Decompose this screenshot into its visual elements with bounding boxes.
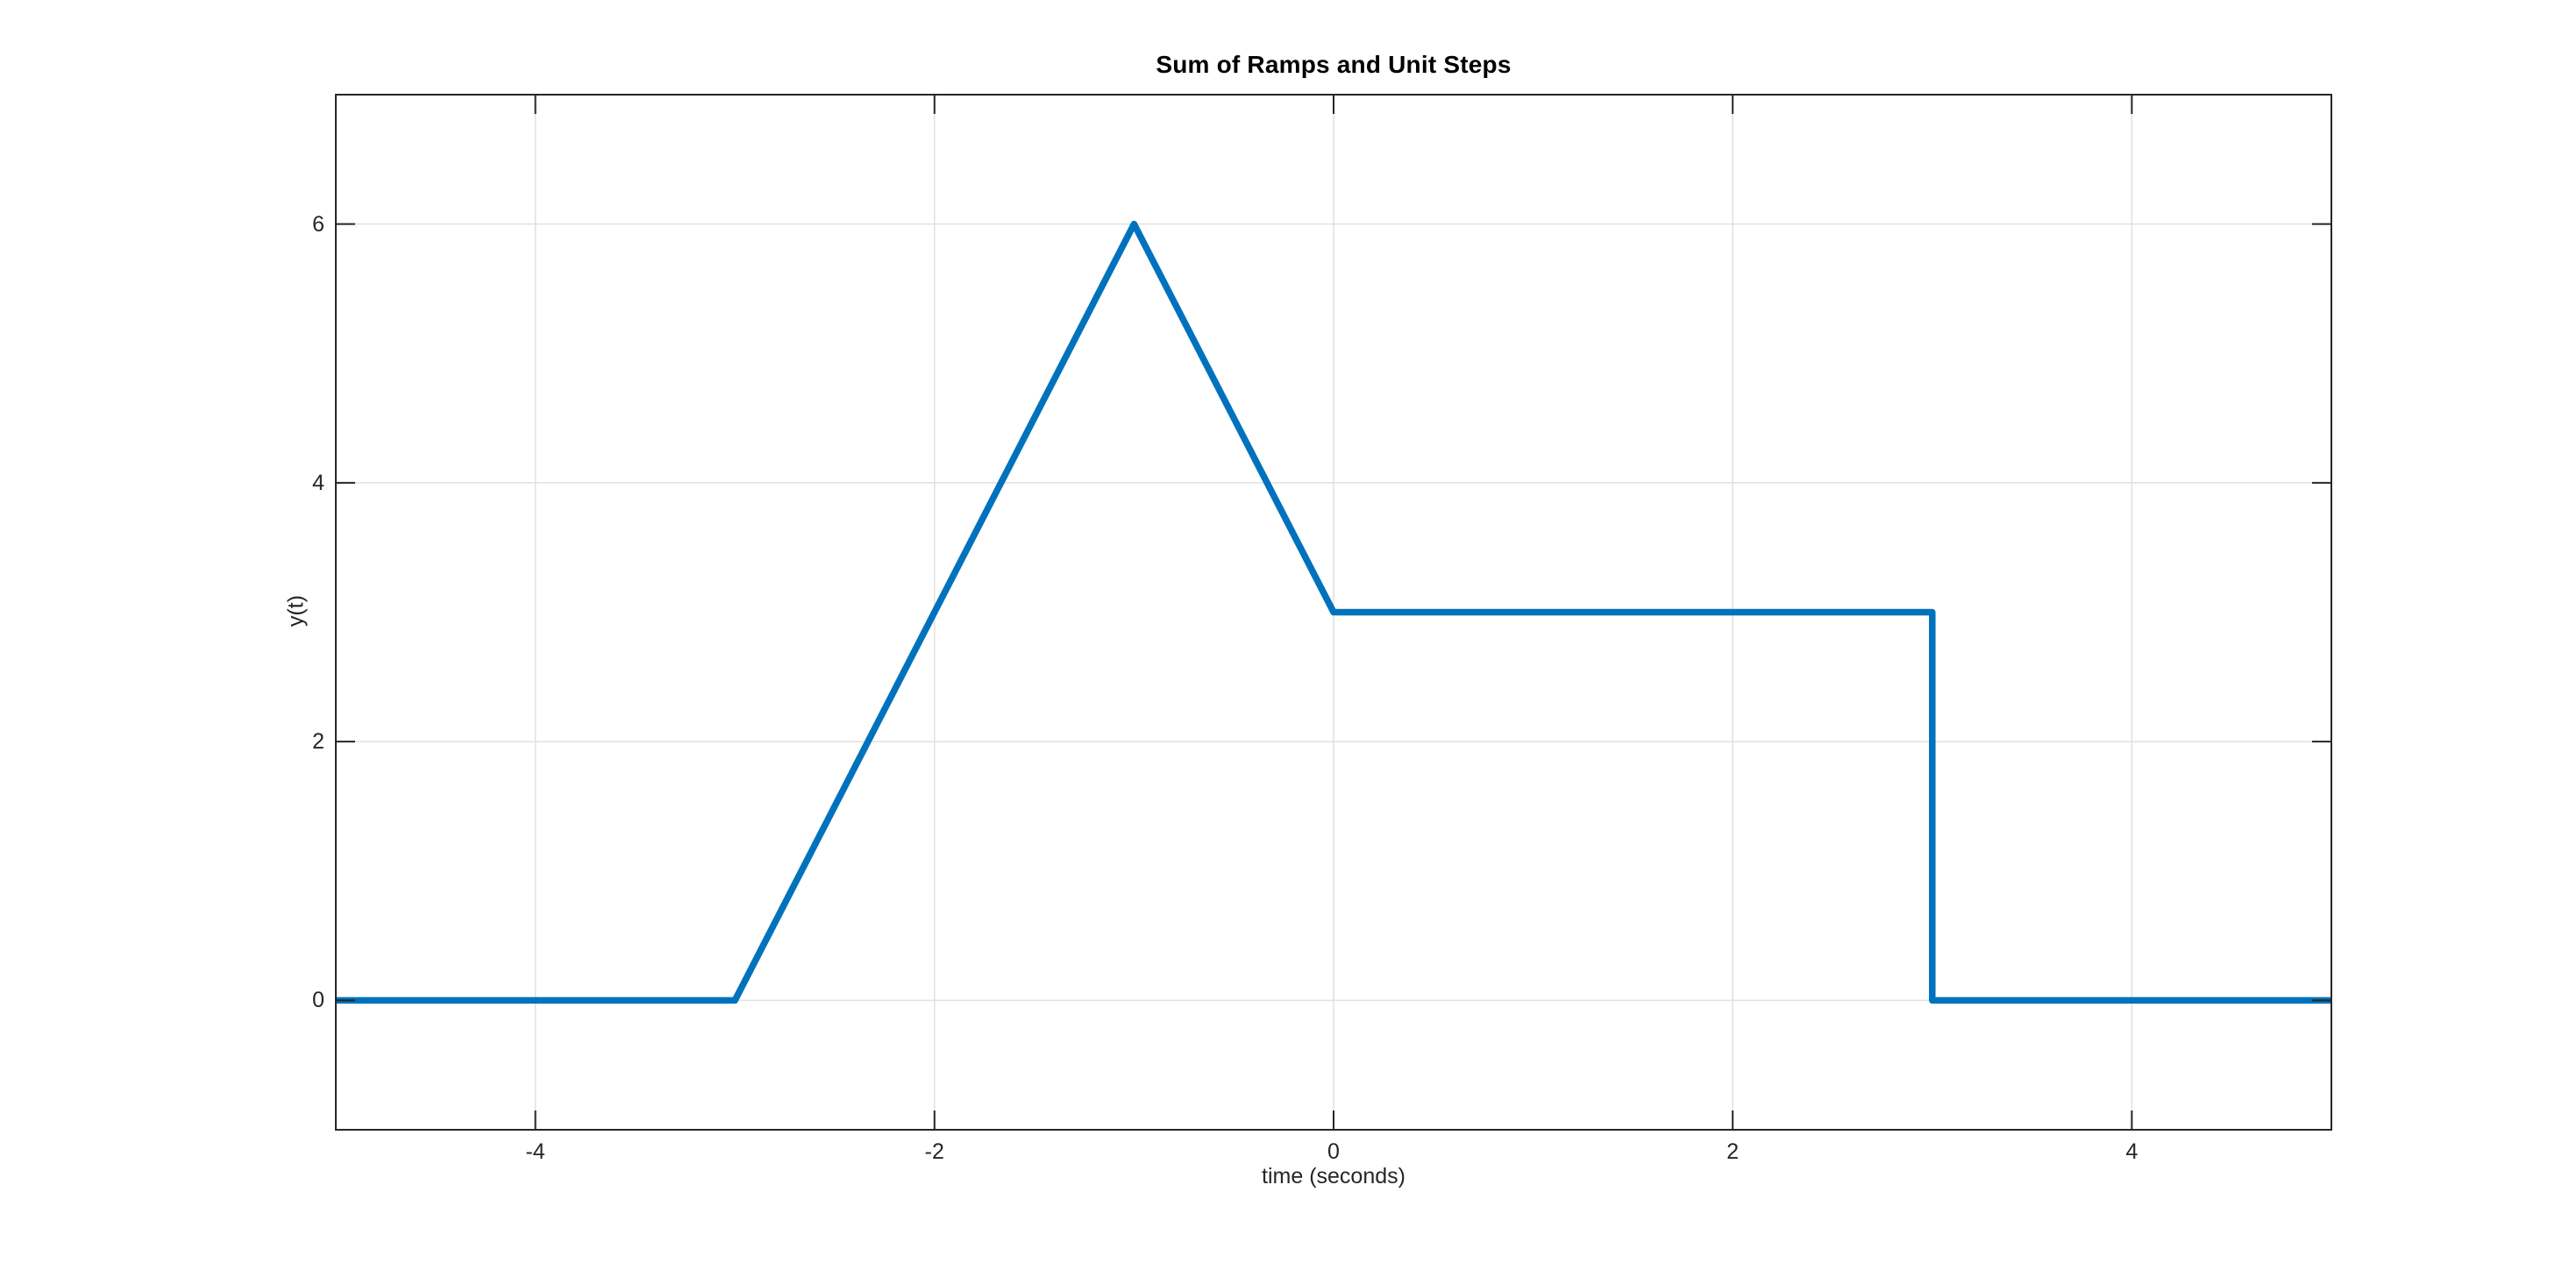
series-line <box>336 220 2331 1004</box>
chart-title: Sum of Ramps and Unit Steps <box>1156 51 1512 78</box>
y-tick-label: 4 <box>312 470 324 495</box>
x-axis-label: time (seconds) <box>1262 1164 1405 1188</box>
x-tick-label: 2 <box>1726 1139 1740 1164</box>
x-tick-label: 0 <box>1327 1139 1340 1164</box>
y-axis-label: y(t) <box>283 594 309 628</box>
x-tick-label: 4 <box>2125 1139 2138 1164</box>
plot-area <box>335 94 2332 1131</box>
y-tick-label: 2 <box>312 729 324 755</box>
y-tick-label: 6 <box>312 211 324 237</box>
y-tick-label: 0 <box>312 988 324 1013</box>
x-tick-label: -2 <box>924 1139 944 1164</box>
x-tick-label: -4 <box>525 1139 545 1164</box>
